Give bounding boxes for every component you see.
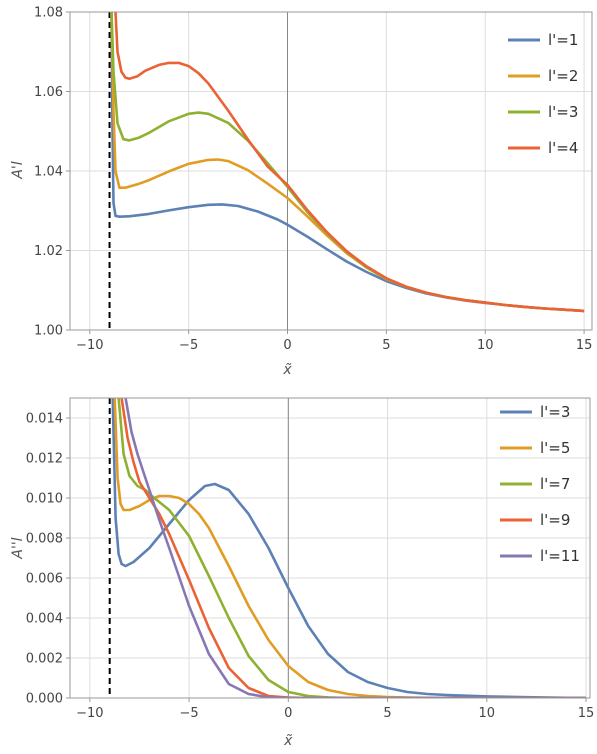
- y-tick-label-0: 1.00: [34, 324, 63, 339]
- x-tick-label-3: 5: [382, 338, 390, 353]
- y-tick-label-2: 0.004: [26, 612, 63, 627]
- x-axis-label: x̃: [283, 733, 293, 749]
- y-tick-label-7: 0.014: [26, 412, 63, 427]
- x-tick-label-5: 15: [576, 338, 593, 353]
- legend-label-3: l'=4: [548, 139, 578, 157]
- y-tick-label-3: 0.006: [26, 572, 63, 587]
- x-tick-label-1: −5: [179, 338, 198, 353]
- y-tick-label-3: 1.06: [34, 85, 63, 100]
- y-tick-label-1: 0.002: [26, 652, 63, 667]
- x-tick-label-4: 10: [479, 706, 496, 721]
- legend-label-0: l'=3: [540, 403, 570, 421]
- x-tick-label-3: 5: [383, 706, 391, 721]
- top-chart-panel: −10 −5 0 5 10 15 1.00 1.02 1.04 1.06 1.08 x̃ A'l l'=1…: [10, 6, 593, 378]
- series-line-2: [110, 12, 585, 313]
- legend-label-1: l'=5: [540, 439, 570, 457]
- y-tick-label-1: 1.02: [34, 244, 63, 259]
- series-line-1: [113, 398, 586, 698]
- series-line-3: [120, 398, 586, 698]
- x-tick-label-5: 15: [578, 706, 595, 721]
- x-tick-label-0: −10: [76, 338, 103, 353]
- series-line-0: [111, 398, 587, 698]
- x-tick-label-2: 0: [283, 338, 291, 353]
- y-tick-label-4: 0.008: [26, 532, 63, 547]
- x-tick-label-4: 10: [477, 338, 494, 353]
- y-tick-label-5: 0.010: [26, 492, 63, 507]
- y-tick-label-0: 0.000: [26, 692, 63, 707]
- legend-label-4: l'=11: [540, 547, 580, 565]
- legend-label-2: l'=7: [540, 475, 570, 493]
- series-line-1: [110, 12, 585, 313]
- y-axis-label: A''l: [10, 537, 26, 559]
- legend-label-1: l'=2: [548, 67, 578, 85]
- series-line-3: [114, 12, 585, 313]
- bottom-chart-panel: −10 −5 0 5 10 15 0.000 0.002 0.004 0.006 0.008 0.01…: [10, 397, 595, 749]
- series-line-4: [124, 398, 586, 698]
- legend-label-0: l'=1: [548, 31, 578, 49]
- y-tick-label-6: 0.012: [26, 452, 63, 467]
- y-tick-label-4: 1.08: [34, 6, 63, 21]
- x-axis-label: x̃: [282, 362, 292, 378]
- legend-label-2: l'=3: [548, 103, 578, 121]
- x-tick-label-0: −10: [76, 706, 103, 721]
- y-tick-label-2: 1.04: [34, 165, 63, 180]
- x-tick-label-1: −5: [179, 706, 198, 721]
- x-tick-label-2: 0: [284, 706, 292, 721]
- series-line-2: [117, 398, 586, 698]
- legend-label-3: l'=9: [540, 511, 570, 529]
- y-axis-label: A'l: [10, 161, 26, 179]
- series-line-0: [110, 12, 585, 313]
- plot-frame: [69, 397, 591, 699]
